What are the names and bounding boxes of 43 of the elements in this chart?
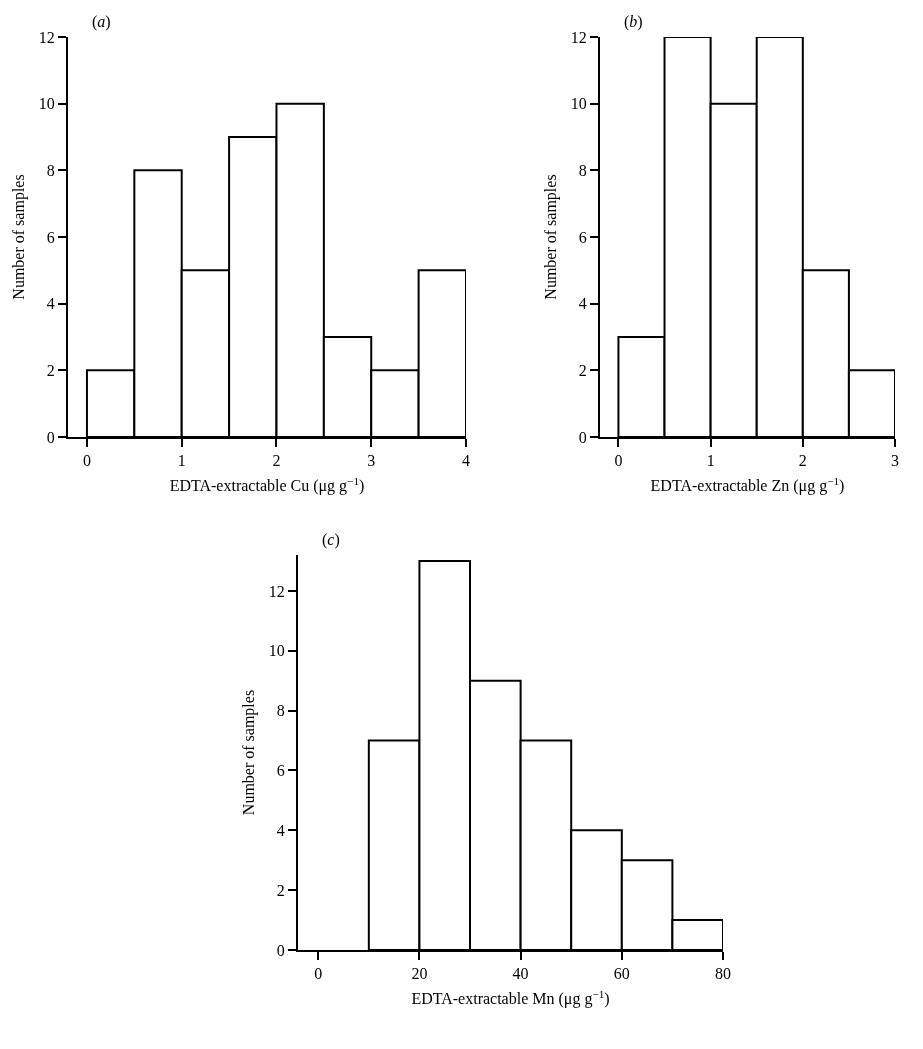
y-tick-label: 2	[46, 361, 55, 379]
y-tick-label: 6	[46, 228, 55, 246]
y-tick-label: 10	[570, 95, 587, 113]
x-tick-label: 0	[314, 965, 323, 983]
y-tick-label: 6	[276, 762, 285, 780]
x-axis-title: EDTA-extractable Cu (μg g$^{−1}$)	[169, 474, 365, 496]
y-tick-label: 12	[268, 582, 285, 600]
y-tick-label: 0	[276, 941, 285, 959]
y-tick-label: 4	[46, 295, 55, 313]
y-tick-label: 12	[38, 28, 55, 46]
chart-title: (a)	[92, 13, 111, 31]
x-tick-label: 2	[798, 452, 807, 470]
y-tick-label: 10	[268, 642, 285, 660]
x-tick-label: 4	[462, 452, 470, 470]
x-tick-label: 3	[367, 452, 376, 470]
x-tick-label: 0	[614, 452, 623, 470]
x-tick-label: 1	[177, 452, 186, 470]
y-tick-label: 8	[578, 161, 587, 179]
y-tick-label: 6	[578, 228, 587, 246]
y-axis-title: Number of samples	[10, 174, 29, 300]
chart-title: (c)	[322, 531, 340, 549]
x-tick-label: 60	[613, 965, 630, 983]
x-tick-label: 1	[706, 452, 715, 470]
y-tick-label: 4	[578, 295, 587, 313]
y-tick-label: 2	[578, 361, 587, 379]
y-tick-label: 12	[570, 28, 587, 46]
x-tick-label: 0	[82, 452, 91, 470]
y-tick-label: 8	[46, 161, 55, 179]
x-axis-title: EDTA-extractable Zn (μg g$^{−1}$)	[650, 474, 845, 496]
y-tick-label: 8	[276, 702, 285, 720]
y-tick-label: 0	[578, 428, 587, 446]
y-axis-title: Number of samples	[542, 174, 561, 300]
y-tick-label: 2	[276, 881, 285, 899]
x-tick-label: 80	[715, 965, 731, 983]
y-tick-label: 0	[46, 428, 55, 446]
y-tick-label: 4	[276, 821, 285, 839]
x-axis-title: EDTA-extractable Mn (μg g$^{−1}$)	[411, 987, 610, 1009]
y-axis-title: Number of samples	[240, 689, 259, 816]
chart-title: (b)	[624, 13, 643, 31]
y-tick-label: 10	[38, 95, 55, 113]
x-tick-label: 40	[512, 965, 529, 983]
x-tick-label: 20	[411, 965, 428, 983]
x-tick-label: 3	[891, 452, 899, 470]
